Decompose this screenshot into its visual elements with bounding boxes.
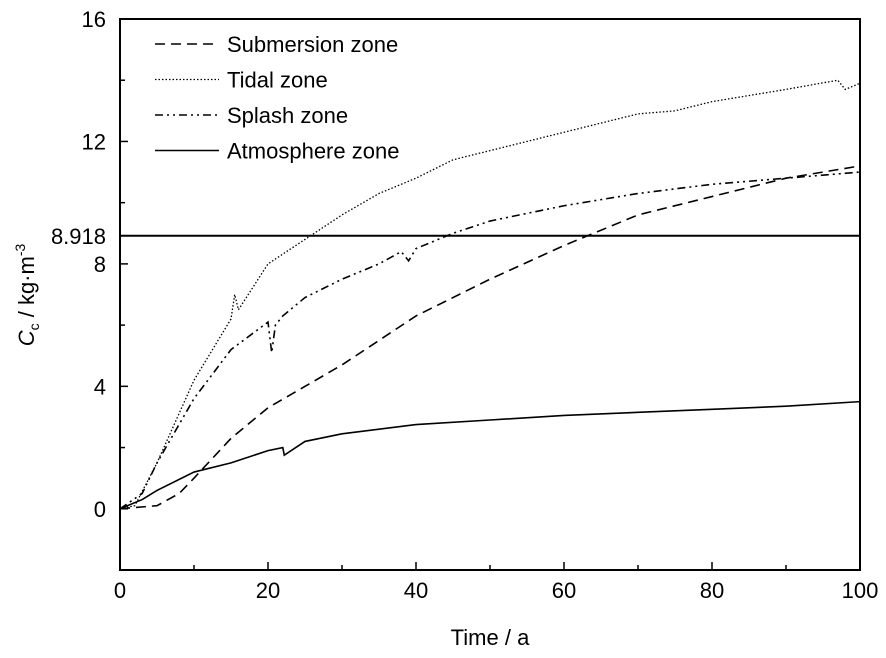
y-tick-label: 8 <box>94 252 106 277</box>
y-tick-label: 4 <box>94 374 106 399</box>
legend-label: Submersion zone <box>227 32 398 57</box>
plot-frame <box>120 19 860 570</box>
x-tick-label: 40 <box>404 578 428 603</box>
x-tick-label: 0 <box>114 578 126 603</box>
legend-label: Splash zone <box>227 103 348 128</box>
reference-line-label: 8.918 <box>51 224 106 249</box>
series-line-submersion-zone <box>120 166 860 509</box>
y-tick-label: 12 <box>82 129 106 154</box>
y-label-sub: c <box>26 323 42 330</box>
y-tick-label: 0 <box>94 497 106 522</box>
x-tick-label: 100 <box>842 578 879 603</box>
series-line-splash-zone <box>120 172 860 509</box>
series-line-atmosphere-zone <box>120 402 860 509</box>
x-axis-label: Time / a <box>451 625 530 650</box>
x-tick-label: 20 <box>256 578 280 603</box>
y-tick-label: 16 <box>82 7 106 32</box>
y-label-unit: / kg·m <box>14 256 39 323</box>
y-label-sup: -3 <box>12 244 28 257</box>
x-tick-label: 60 <box>552 578 576 603</box>
y-label-main: C <box>14 330 39 346</box>
legend-label: Tidal zone <box>227 68 328 93</box>
x-tick-label: 80 <box>700 578 724 603</box>
y-axis-label: Cc / kg·m-3 <box>12 244 42 347</box>
legend-label: Atmosphere zone <box>227 139 399 164</box>
